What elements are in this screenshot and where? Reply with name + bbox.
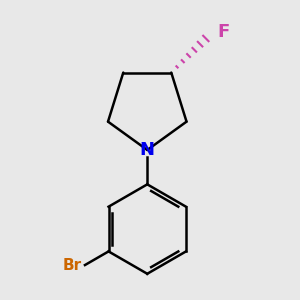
Text: F: F: [217, 23, 229, 41]
Text: Br: Br: [63, 258, 82, 273]
Text: N: N: [140, 141, 155, 159]
